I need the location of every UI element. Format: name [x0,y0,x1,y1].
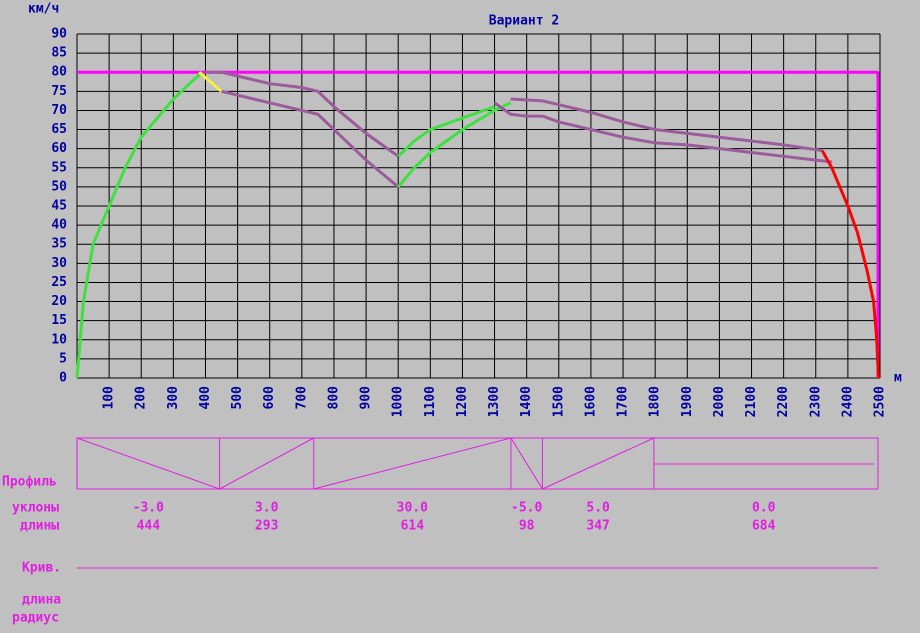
speed-curve [397,105,496,158]
curves-label: Крив. [22,561,61,576]
y-axis-label: км/ч [28,2,59,17]
x-tick-label: 300 [166,386,181,410]
y-tick-label: 45 [51,199,67,214]
x-tick-label: 1300 [487,386,502,417]
x-tick-label: 800 [326,386,341,410]
x-tick-label: 1600 [583,386,598,417]
y-tick-label: 0 [59,371,67,386]
slope-label: 3.0 [255,501,279,516]
slope-label: 30.0 [397,501,428,516]
x-tick-label: 1800 [648,386,663,417]
y-tick-label: 80 [51,65,67,80]
y-tick-label: 50 [51,179,67,194]
y-tick-label: 60 [51,141,67,156]
profile-segment [219,437,314,490]
y-tick-label: 55 [51,160,67,175]
slope-label: 0.0 [752,501,776,516]
slopes-label: уклоны [12,501,59,516]
x-tick-label: 1400 [519,386,534,417]
x-tick-label: 1000 [391,386,406,417]
y-tick-label: 15 [51,313,67,328]
profile-segment [510,437,543,490]
profile-segment [313,437,512,490]
speed-curve [397,101,512,188]
x-tick-label: 200 [134,386,149,410]
x-tick-label: 2200 [776,386,791,417]
lengths-label: длины [20,519,59,534]
x-tick-label: 2000 [712,386,727,417]
slope-label: 5.0 [586,501,610,516]
curve-length-label: длина [22,593,61,608]
y-tick-label: 65 [51,122,67,137]
length-label: 98 [519,519,535,534]
x-tick-label: 1700 [616,386,631,417]
speed-curve [205,70,400,158]
y-tick-label: 25 [51,275,67,290]
length-label: 614 [401,519,425,534]
x-tick-label: 600 [262,386,277,410]
x-tick-label: 900 [359,386,374,410]
curve-radius-label: радиус [12,611,59,626]
y-tick-label: 35 [51,237,67,252]
speed-curve [510,97,823,153]
x-axis-label: м [894,371,902,386]
y-tick-label: 30 [51,256,67,271]
x-tick-label: 1200 [455,386,470,417]
y-tick-label: 70 [51,103,67,118]
y-tick-label: 40 [51,218,67,233]
x-tick-label: 2100 [744,386,759,417]
profile-label: Профиль [2,475,57,490]
speed-curve [820,149,880,379]
length-label: 293 [255,519,278,534]
speed-curve [493,101,832,164]
slope-label: -5.0 [511,501,542,516]
x-tick-label: 1900 [680,386,695,417]
length-label: 444 [137,519,161,534]
x-tick-label: 2300 [808,386,823,417]
slope-label: -3.0 [133,501,164,516]
chart-title: Вариант 2 [489,14,559,29]
y-tick-label: 85 [51,46,67,61]
x-tick-label: 700 [294,386,309,410]
x-tick-label: 100 [102,386,117,410]
y-tick-label: 75 [51,84,67,99]
speed-curve [198,71,223,93]
length-label: 684 [752,519,776,534]
speed-curve [221,89,400,189]
y-tick-label: 5 [59,351,67,366]
x-tick-label: 400 [198,386,213,410]
y-tick-label: 20 [51,294,67,309]
x-tick-label: 1100 [423,386,438,417]
speed-curve [75,71,204,379]
profile-segment [76,437,220,490]
x-tick-label: 2500 [873,386,888,417]
length-label: 347 [586,519,609,534]
x-tick-label: 2400 [840,386,855,417]
y-tick-label: 90 [51,27,67,42]
y-tick-label: 10 [51,332,67,347]
x-tick-label: 500 [230,386,245,410]
x-tick-label: 1500 [551,386,566,417]
profile-segment [542,437,655,490]
profile-box [76,437,879,490]
